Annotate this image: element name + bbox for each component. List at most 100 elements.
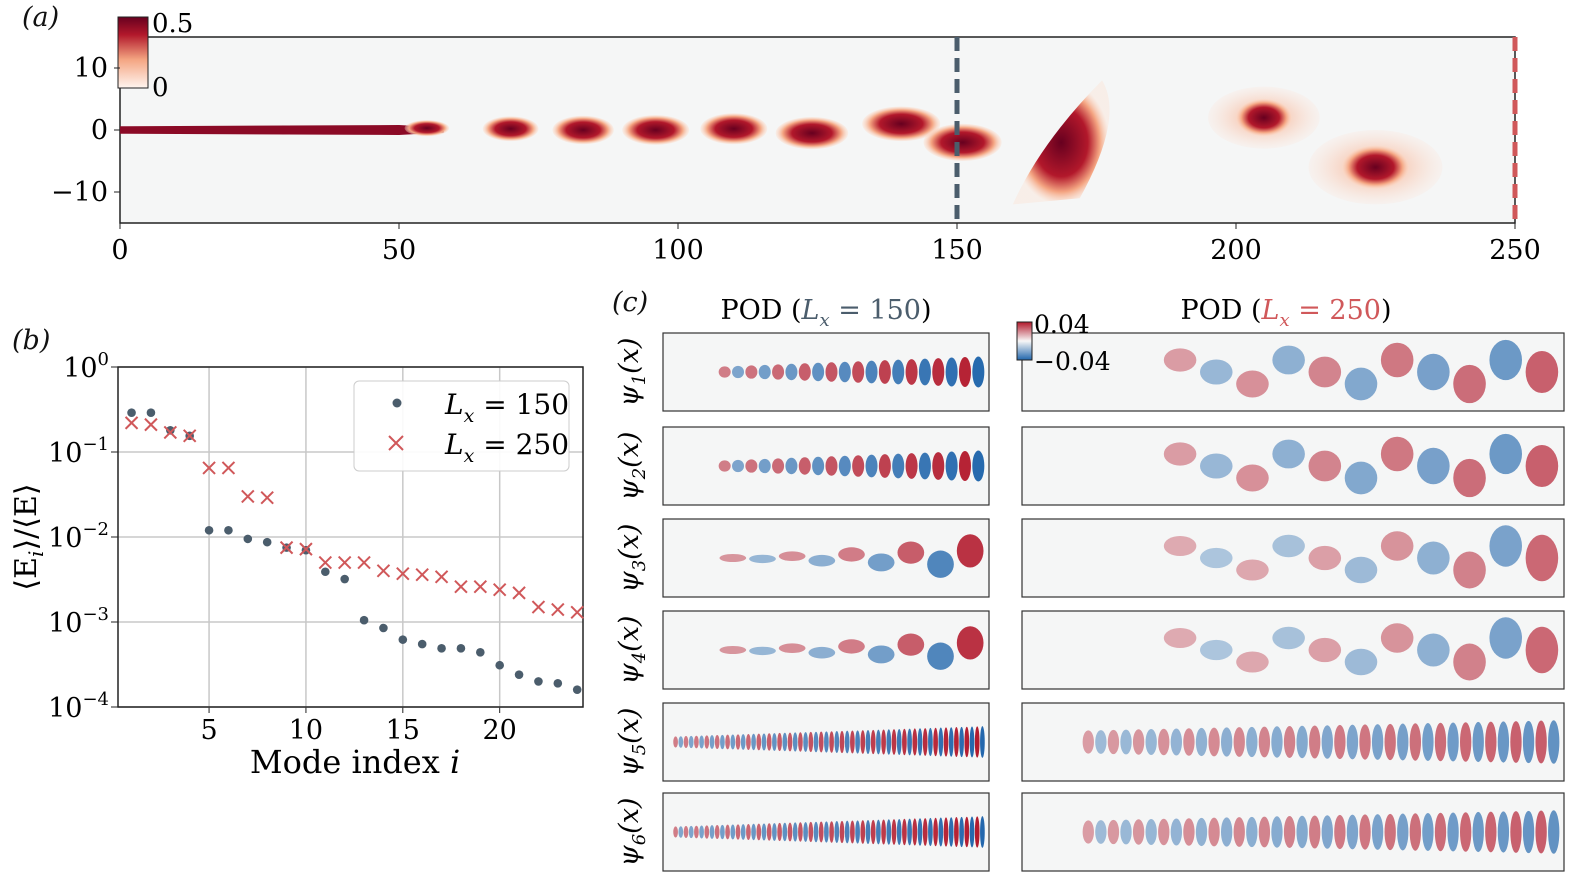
x-tick-label: 200 <box>1210 235 1262 266</box>
mode-lobe <box>1334 724 1346 760</box>
mode-lobe <box>1409 723 1422 761</box>
x-tick-label: 150 <box>931 235 983 266</box>
mode-lobe <box>1489 433 1523 475</box>
point-Lx250 <box>492 582 507 597</box>
mode-lobe <box>1359 814 1371 850</box>
mode-lobe <box>1233 817 1245 847</box>
mode-lobe <box>878 454 891 478</box>
mode-lobe <box>933 727 938 757</box>
mode-lobe <box>709 825 715 839</box>
mode-lobe <box>1163 348 1197 372</box>
mode-lobe <box>867 645 895 664</box>
mode-lobe <box>932 358 945 386</box>
mode-lobe <box>860 820 866 844</box>
mode-lobe <box>839 730 845 754</box>
mode-lobe <box>948 817 954 847</box>
mode-lobe <box>1163 442 1197 466</box>
mode-lobe <box>778 643 806 654</box>
colorbar-c-min: −0.04 <box>1034 347 1111 376</box>
point-Lx250 <box>376 564 391 578</box>
mode-lobe <box>902 728 907 756</box>
point-Lx250 <box>415 568 429 582</box>
mode-lobe <box>1183 818 1195 846</box>
mode-lobe <box>860 730 866 754</box>
mode-lobe <box>1380 342 1414 378</box>
mode-lobe <box>932 452 945 480</box>
mode-lobe <box>812 456 825 476</box>
mode-lobe <box>1397 723 1409 761</box>
mode-lobe <box>958 357 971 387</box>
mode-lobe <box>1095 820 1107 844</box>
mode-lobe <box>718 366 731 378</box>
point-Lx250 <box>357 555 371 570</box>
mode-lobe <box>758 458 771 474</box>
mode-lobe <box>852 455 865 477</box>
mode-lobe <box>1344 367 1378 401</box>
pod-mode-2-Lx250 <box>1021 426 1565 506</box>
mode-lobe <box>1535 720 1547 764</box>
mode-lobe <box>948 727 954 757</box>
mode-lobe <box>740 734 746 750</box>
mode-lobe <box>772 458 785 474</box>
mode-lobe <box>749 646 776 656</box>
mode-lobe <box>969 726 975 758</box>
mode-lobe <box>1107 819 1120 845</box>
mode-lobe <box>1453 551 1486 589</box>
mode-lobe <box>917 728 923 756</box>
mode-lobe <box>678 826 684 838</box>
mode-lobe <box>905 453 918 479</box>
mode-lobe <box>922 818 928 846</box>
y-tick-label: 100 <box>63 349 109 384</box>
mode-lobe <box>1346 814 1359 850</box>
mode-lobe <box>852 361 865 383</box>
mode-lobe <box>1272 345 1305 375</box>
y-axis-label-b: ⟨Ei⟩/⟨E⟩ <box>9 483 48 590</box>
vortex <box>1012 80 1110 205</box>
mode-lobe <box>732 365 745 379</box>
legend-label-250: Lx = 250 <box>444 428 569 467</box>
mode-lobe <box>1120 729 1132 755</box>
mode-lobe <box>1170 818 1183 846</box>
mode-lobe <box>719 646 747 654</box>
pod-mode-1-Lx150 <box>662 332 990 412</box>
column-title-150: POD (Lx = 150) <box>720 295 931 331</box>
mode-lobe <box>792 732 798 752</box>
mode-lobe <box>751 823 756 841</box>
mode-lobe <box>1344 461 1378 495</box>
mode-lobe <box>735 824 741 840</box>
pod-mode-2-Lx150 <box>662 426 990 506</box>
mode-lobe <box>1459 722 1472 762</box>
mode-lobe <box>1380 531 1414 561</box>
mode-lobe <box>1082 730 1094 754</box>
mode-lobe <box>1510 811 1522 853</box>
mode-lobe <box>972 450 985 482</box>
mode-lobe <box>1283 726 1296 758</box>
mode-lobe <box>933 817 938 847</box>
mode-lobe <box>1246 726 1258 758</box>
mode-lobe <box>787 732 793 752</box>
mode-lobe <box>1434 812 1447 852</box>
panel-label-b: (b) <box>12 325 51 356</box>
mode-lobe <box>1082 820 1094 844</box>
mode-lobe <box>1522 810 1535 854</box>
point-Lx250 <box>396 566 410 581</box>
mode-lobe <box>1525 350 1559 394</box>
colorbar-a-min: 0 <box>152 73 169 103</box>
mode-lobe <box>850 820 855 844</box>
mode-lobe <box>1309 725 1321 759</box>
mode-lobe <box>1132 729 1145 755</box>
mode-lobe <box>1170 728 1183 756</box>
mode-lobe <box>974 726 980 758</box>
mode-lobe <box>943 727 949 757</box>
mode-lobe <box>881 819 886 845</box>
mode-lobe <box>756 823 762 841</box>
mode-lobe <box>1158 818 1170 846</box>
mode-lobe <box>825 456 838 476</box>
mode-lobe <box>829 731 834 753</box>
mode-label-1: ψ1(x) <box>614 338 650 407</box>
mode-lobe <box>876 729 881 755</box>
legend-box <box>353 380 570 472</box>
colorbar-a <box>117 16 149 89</box>
mode-lobe <box>808 821 814 843</box>
